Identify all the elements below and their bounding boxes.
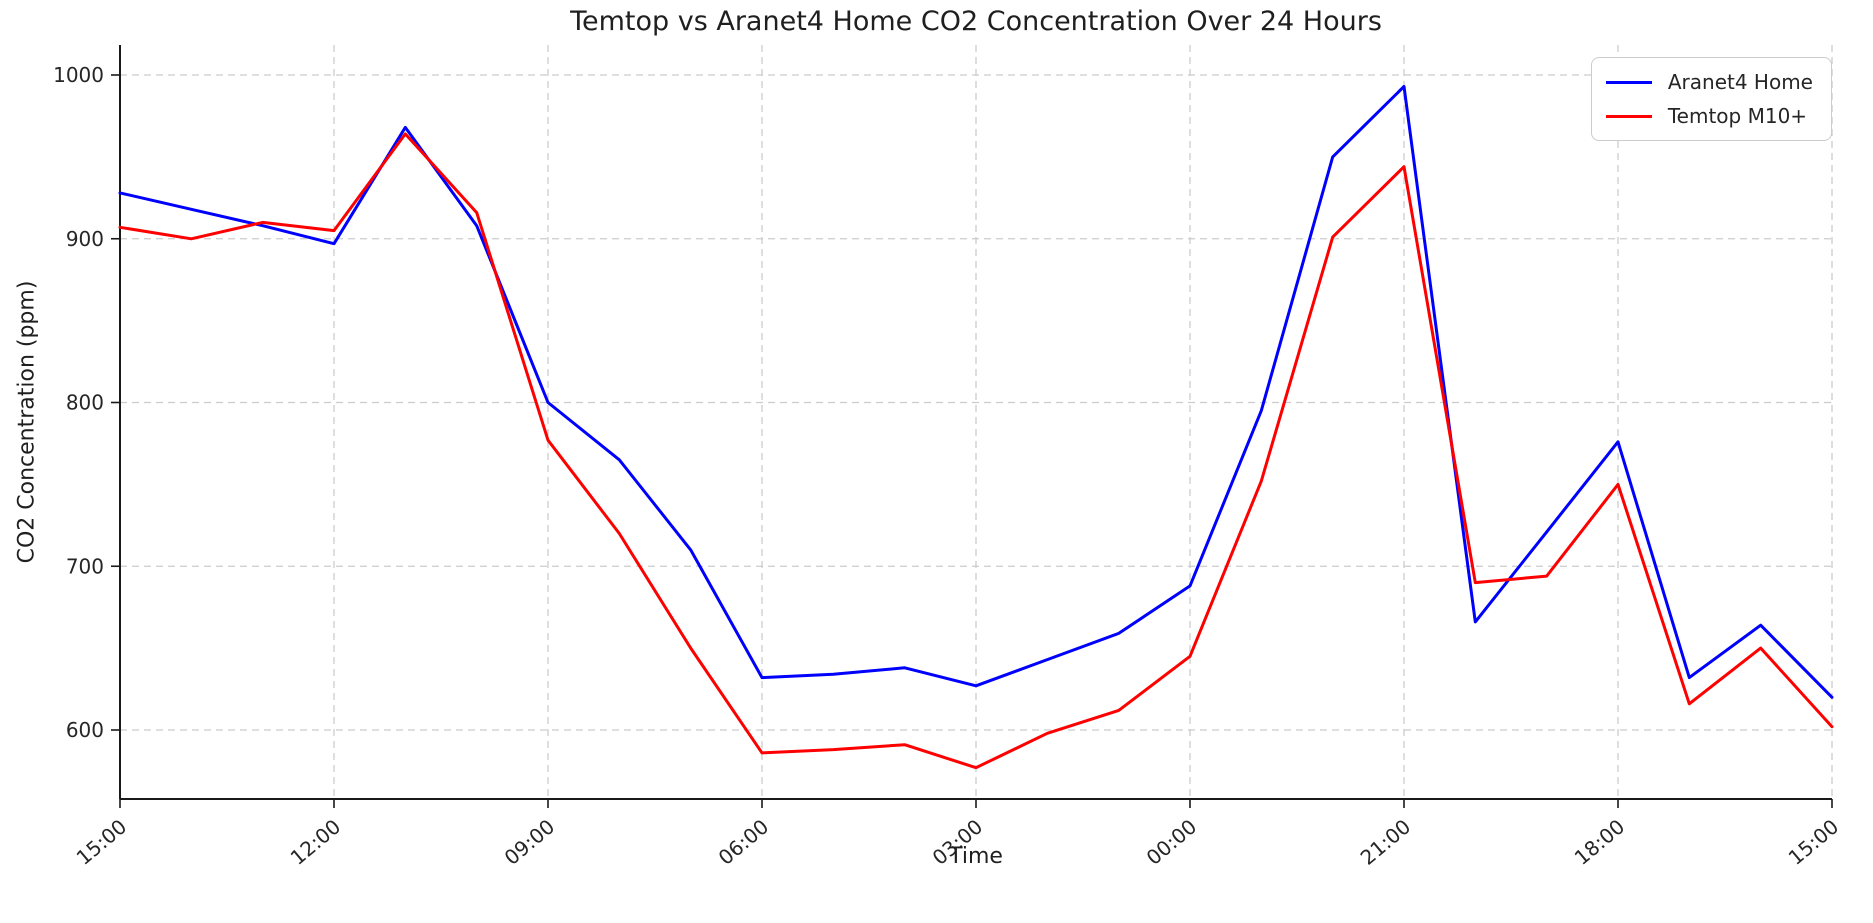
x-axis-label: Time (949, 844, 1003, 869)
legend-line-sample-aranet4-home (1605, 80, 1652, 84)
y-tick-label: 800 (66, 391, 104, 415)
y-tick-label: 900 (66, 227, 104, 251)
y-tick-label: 1000 (53, 63, 104, 87)
y-tick-label: 700 (66, 554, 104, 578)
legend-item-temtop-m10: Temtop M10+ (1605, 104, 1813, 128)
legend-label-aranet4-home: Aranet4 Home (1667, 70, 1813, 94)
legend: Aranet4 Home Temtop M10+ (1590, 57, 1832, 141)
series-line-aranet4-home (118, 85, 1834, 699)
chart-title: Temtop vs Aranet4 Home CO2 Concentration… (570, 6, 1382, 37)
tick-marks (111, 74, 1833, 808)
legend-item-aranet4-home: Aranet4 Home (1605, 70, 1813, 94)
y-tick-label: 600 (66, 718, 104, 742)
series-line-temtop-m10- (118, 132, 1834, 770)
legend-line-sample-temtop-m10 (1605, 114, 1652, 118)
legend-label-temtop-m10: Temtop M10+ (1667, 104, 1808, 128)
